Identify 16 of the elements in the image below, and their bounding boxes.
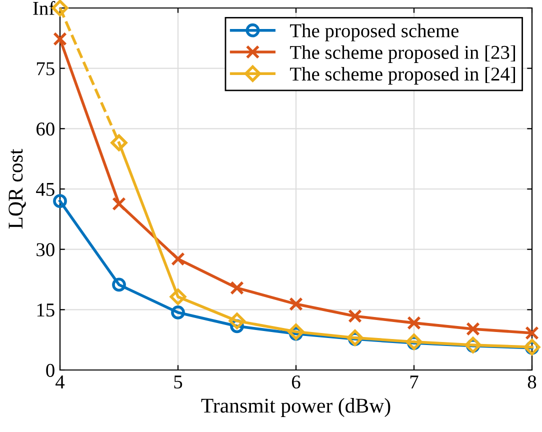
x-tick-label: 6 (292, 375, 300, 389)
y-tick-label: 75 (36, 62, 54, 76)
y-tick-label: 45 (36, 182, 54, 196)
y-tick-label: 15 (37, 304, 54, 317)
legend-label: The proposed scheme (290, 24, 459, 42)
x-tick-label: 7 (410, 376, 418, 388)
y-tick-label: 30 (36, 243, 54, 256)
x-axis-title: Transmit power (dBw) (201, 398, 390, 417)
legend-label: The scheme proposed in [24] (290, 66, 515, 85)
y-axis-title: LQR cost (8, 148, 26, 229)
y-tick-label: 0 (46, 364, 54, 377)
x-tick-label: 8 (528, 375, 536, 389)
legend-label: The scheme proposed in [23] (290, 45, 515, 63)
x-tick-label: 5 (174, 376, 182, 389)
y-tick-label: 60 (36, 122, 54, 136)
x-tick-label: 4 (56, 376, 65, 388)
